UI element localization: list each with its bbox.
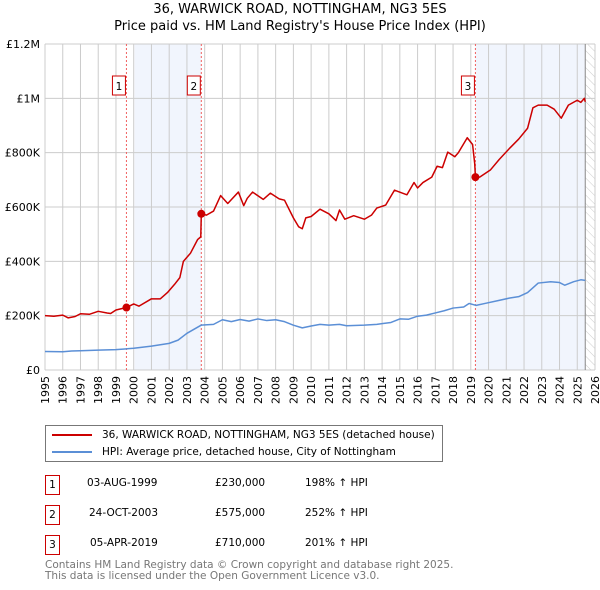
- legend-swatch-blue: [52, 451, 92, 453]
- sale-price: £710,000: [215, 537, 266, 549]
- x-tick-label: 2025: [571, 376, 584, 404]
- sale-label-box: [111, 75, 126, 96]
- x-tick-label: 2002: [163, 376, 176, 404]
- x-tick-label: 1998: [92, 376, 105, 404]
- x-tick-label: 2012: [341, 376, 354, 404]
- x-tick-label: 2023: [536, 376, 549, 404]
- footer: Contains HM Land Registry data © Crown c…: [45, 560, 453, 582]
- x-tick-label: 2019: [465, 376, 478, 404]
- chart-subtitle: Price paid vs. HM Land Registry's House …: [114, 19, 486, 34]
- x-tick-label: 1999: [110, 376, 123, 404]
- x-tick-label: 2018: [447, 376, 460, 404]
- x-tick-label: 2003: [181, 376, 194, 404]
- x-tick-label: 2005: [216, 376, 229, 404]
- sale-point: [197, 209, 206, 218]
- sale-row: 2 24-OCT-2003 £575,000 252% ↑ HPI: [45, 505, 465, 525]
- x-tick-label: 2008: [270, 376, 283, 404]
- sale-label-box: [186, 75, 201, 96]
- sale-price: £230,000: [215, 477, 266, 489]
- x-tick-label: 2024: [554, 376, 567, 404]
- x-tick-label: 2010: [305, 376, 318, 404]
- plot-area: 1995 1996 1997 1998 1999 2000 2001 2002 2003 2004…: [5, 38, 600, 404]
- x-tick-label: 2020: [483, 376, 496, 404]
- sale-marker-badge: 3: [45, 535, 60, 555]
- y-tick-label: £0: [26, 364, 40, 377]
- sale-price: £575,000: [215, 507, 266, 519]
- legend-swatch-red: [52, 434, 92, 436]
- sale-date: 24-OCT-2003: [89, 507, 158, 519]
- x-tick-label: 2000: [128, 376, 141, 404]
- legend-item-property: 36, WARWICK ROAD, NOTTINGHAM, NG3 5ES (d…: [52, 427, 435, 443]
- y-tick-label: £600K: [5, 201, 41, 214]
- footer-licence: This data is licensed under the Open Gov…: [45, 570, 380, 582]
- footer-copyright: Contains HM Land Registry data © Crown c…: [45, 559, 454, 571]
- x-tick-label: 2022: [518, 376, 531, 404]
- sale-hpi: 198% ↑ HPI: [305, 477, 368, 489]
- sale-row: 3 05-APR-2019 £710,000 201% ↑ HPI: [45, 535, 465, 555]
- x-tick-label: 2017: [429, 376, 442, 404]
- sale-marker-badge: 1: [45, 475, 60, 495]
- legend-label: HPI: Average price, detached house, City…: [102, 446, 396, 458]
- sale-point: [122, 303, 131, 312]
- sale-label: 1: [116, 81, 123, 93]
- sale-hpi: 201% ↑ HPI: [305, 537, 368, 549]
- sale-label-box: [460, 75, 475, 96]
- legend-item-hpi: HPI: Average price, detached house, City…: [52, 444, 396, 460]
- x-tick-label: 1995: [39, 376, 52, 404]
- series-line: [44, 279, 586, 353]
- sale-label: 2: [190, 81, 197, 93]
- sale-marker-badge: 2: [45, 505, 60, 525]
- y-tick-label: £1.2M: [6, 38, 40, 51]
- sale-row: 1 03-AUG-1999 £230,000 198% ↑ HPI: [45, 475, 465, 495]
- x-tick-label: 2009: [287, 376, 300, 404]
- x-tick-label: 1997: [74, 376, 87, 404]
- x-tick-label: 2006: [234, 376, 247, 404]
- chart-title: 36, WARWICK ROAD, NOTTINGHAM, NG3 5ES: [153, 2, 447, 17]
- y-tick-label: £800K: [5, 147, 41, 160]
- sale-date: 05-APR-2019: [90, 537, 158, 549]
- x-tick-label: 1996: [57, 376, 70, 404]
- x-tick-label: 2013: [358, 376, 371, 404]
- x-tick-label: 2004: [199, 376, 212, 404]
- series-line: [44, 97, 586, 319]
- sale-point: [471, 173, 480, 182]
- legend-label: 36, WARWICK ROAD, NOTTINGHAM, NG3 5ES (d…: [102, 429, 435, 441]
- x-tick-label: 2026: [589, 376, 600, 404]
- y-tick-label: £400K: [5, 255, 41, 268]
- sale-date: 03-AUG-1999: [87, 477, 158, 489]
- x-tick-label: 2014: [376, 376, 389, 404]
- legend: 36, WARWICK ROAD, NOTTINGHAM, NG3 5ES (d…: [45, 425, 443, 462]
- sale-hpi: 252% ↑ HPI: [305, 507, 368, 519]
- x-tick-label: 2001: [145, 376, 158, 404]
- x-tick-label: 2011: [323, 376, 336, 404]
- x-tick-label: 2016: [412, 376, 425, 404]
- x-tick-label: 2015: [394, 376, 407, 404]
- x-tick-label: 2007: [252, 376, 265, 404]
- sale-label: 3: [465, 81, 472, 93]
- x-tick-label: 2021: [500, 376, 513, 404]
- y-tick-label: £200K: [5, 310, 41, 323]
- y-tick-label: £1M: [17, 92, 41, 105]
